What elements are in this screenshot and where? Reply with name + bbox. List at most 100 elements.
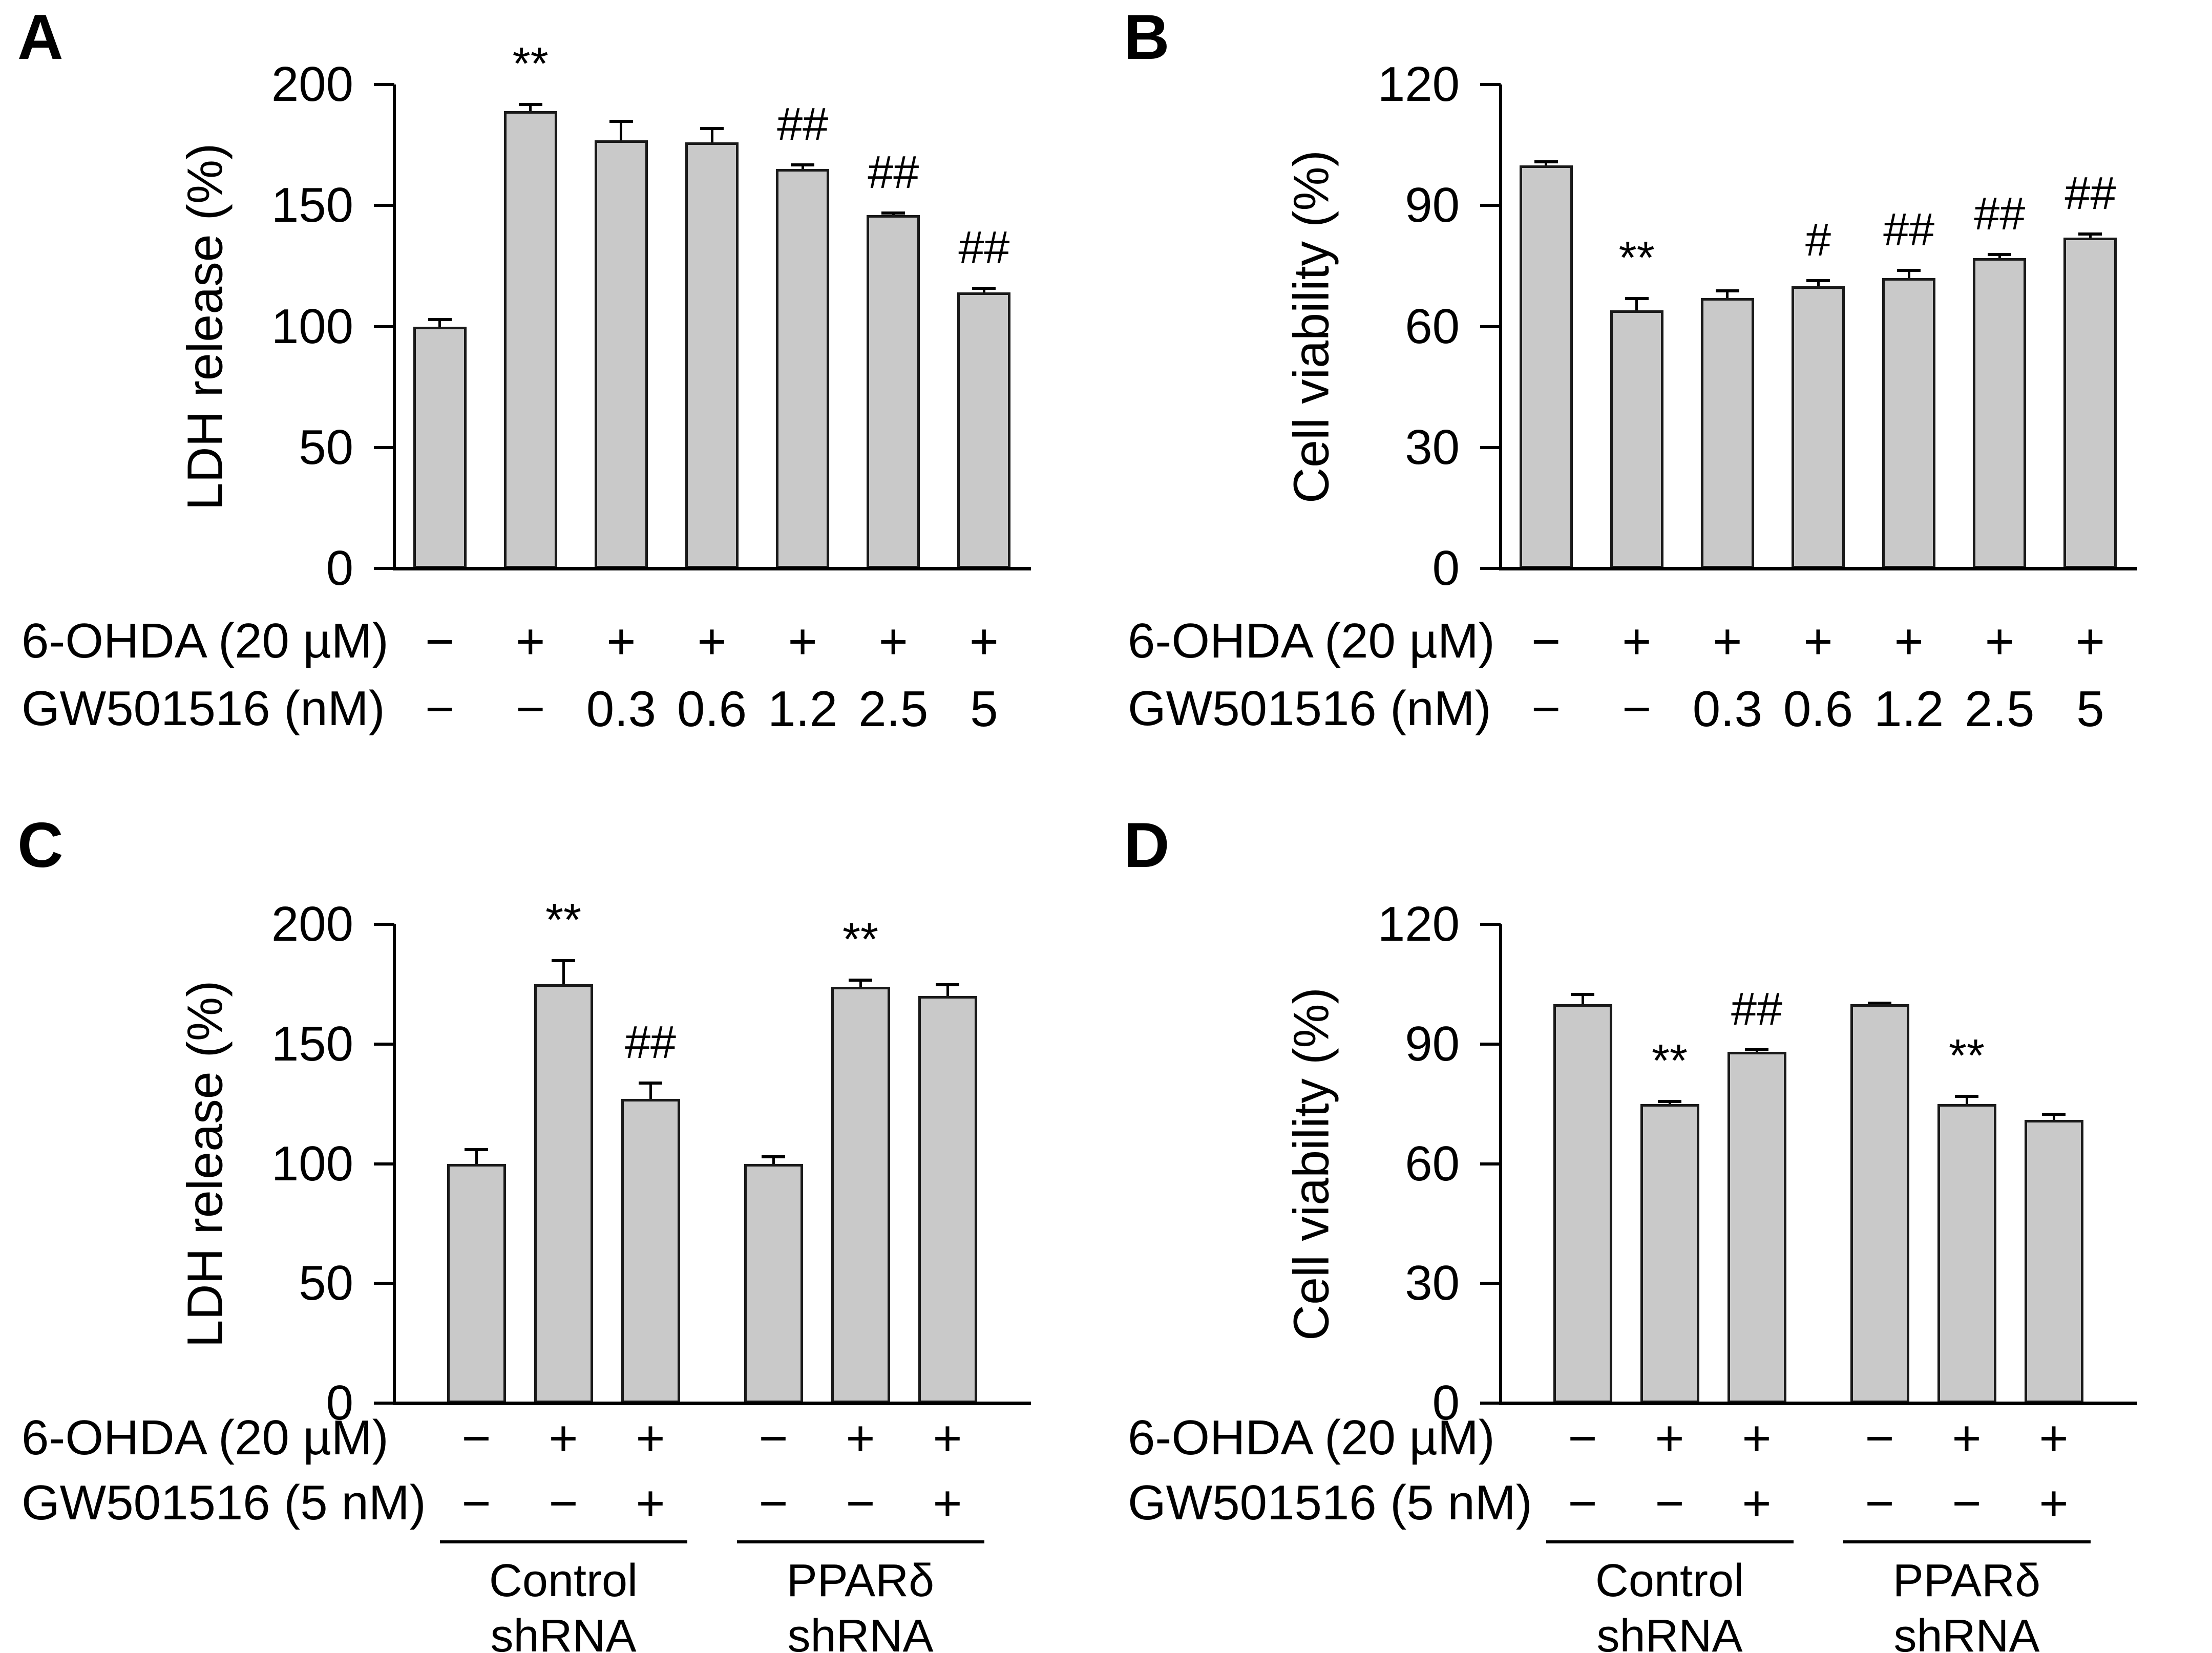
group-label-line2: shRNA bbox=[490, 1610, 637, 1653]
treatment-cell: 2.5 bbox=[1965, 681, 2035, 737]
treatment-cell: + bbox=[933, 1410, 962, 1466]
error-bar bbox=[1635, 298, 1638, 315]
treatment-cell: + bbox=[636, 1475, 665, 1531]
y-tick bbox=[1480, 1282, 1501, 1285]
error-bar-cap bbox=[552, 959, 575, 963]
error-bar bbox=[1817, 280, 1820, 291]
y-tick-label: 30 bbox=[1405, 419, 1460, 475]
significance-marker: ## bbox=[1883, 204, 1935, 256]
error-bar-cap bbox=[2078, 232, 2102, 236]
treatment-cell: − bbox=[1568, 1410, 1597, 1466]
treatment-cell: + bbox=[636, 1410, 665, 1466]
error-bar-cap bbox=[428, 318, 452, 322]
treatment-cell: − bbox=[461, 1410, 491, 1466]
treatment-cell: 2.5 bbox=[858, 681, 929, 737]
treatment-cell: 0.3 bbox=[1692, 681, 1762, 737]
y-axis-line bbox=[393, 84, 396, 570]
y-tick bbox=[1480, 567, 1501, 570]
treatment-row-label: 6-OHDA (20 µM) bbox=[1128, 1410, 1495, 1465]
y-tick-label: 50 bbox=[299, 419, 353, 475]
group-label-line1: PPARδ bbox=[786, 1555, 935, 1606]
y-axis-line bbox=[1499, 924, 1502, 1405]
bar bbox=[867, 215, 920, 568]
bar bbox=[534, 984, 593, 1403]
group-line bbox=[1843, 1540, 2091, 1543]
significance-marker: ## bbox=[958, 222, 1010, 273]
bar bbox=[1792, 286, 1845, 568]
treatment-cell: + bbox=[846, 1410, 875, 1466]
treatment-cell: − bbox=[1655, 1475, 1684, 1531]
bar bbox=[1640, 1104, 1699, 1403]
y-tick-label: 90 bbox=[1405, 178, 1460, 233]
bar bbox=[831, 986, 890, 1403]
error-bar-cap bbox=[762, 1155, 785, 1159]
treatment-cell: 5 bbox=[970, 681, 998, 737]
error-bar-cap bbox=[2042, 1113, 2066, 1116]
y-tick-label: 150 bbox=[271, 178, 353, 233]
treatment-cell: + bbox=[933, 1475, 962, 1531]
y-tick bbox=[374, 567, 394, 570]
significance-marker: ## bbox=[868, 147, 919, 199]
group-label-line1: Control bbox=[489, 1555, 638, 1606]
treatment-cell: − bbox=[1865, 1410, 1894, 1466]
panel-a: A LDH release (%) 200 150 100 50 0 ** ## ## ## 6-… bbox=[0, 0, 1106, 799]
y-tick-label: 120 bbox=[1377, 57, 1460, 112]
bar bbox=[1850, 1004, 1909, 1403]
treatment-cell: + bbox=[697, 613, 727, 669]
y-tick bbox=[1480, 204, 1501, 207]
y-tick-label: 120 bbox=[1377, 897, 1460, 951]
treatment-cell: − bbox=[759, 1475, 788, 1531]
error-bar bbox=[529, 103, 532, 116]
treatment-row-label: 6-OHDA (20 µM) bbox=[22, 1410, 389, 1465]
y-tick bbox=[374, 1162, 394, 1165]
error-bar-cap bbox=[791, 163, 815, 166]
error-bar bbox=[946, 984, 949, 1002]
bar bbox=[685, 142, 739, 568]
treatment-cell: + bbox=[1713, 613, 1742, 669]
treatment-cell: + bbox=[1985, 613, 2014, 669]
bar bbox=[776, 169, 830, 568]
error-bar-cap bbox=[1571, 993, 1594, 997]
treatment-cell: + bbox=[2039, 1410, 2069, 1466]
y-tick-label: 150 bbox=[271, 1016, 353, 1071]
treatment-row-label: GW501516 (5 nM) bbox=[22, 1475, 426, 1530]
bar bbox=[1553, 1004, 1612, 1403]
x-axis-line bbox=[393, 1402, 1031, 1405]
panel-c: C LDH release (%) 200 150 100 50 0 ** ## ** 6-OH… bbox=[0, 799, 1106, 1653]
treatment-cell: + bbox=[516, 613, 545, 669]
treatment-cell: − bbox=[1622, 681, 1652, 737]
y-tick-label: 60 bbox=[1405, 1136, 1460, 1191]
y-tick-label: 0 bbox=[326, 1375, 353, 1430]
error-bar bbox=[772, 1156, 775, 1169]
treatment-cell: + bbox=[878, 613, 908, 669]
significance-marker: # bbox=[1805, 214, 1831, 266]
treatment-cell: + bbox=[1894, 613, 1924, 669]
y-tick bbox=[374, 325, 394, 328]
treatment-cell: + bbox=[2039, 1475, 2069, 1531]
treatment-cell: + bbox=[969, 613, 999, 669]
y-tick bbox=[374, 923, 394, 926]
bar bbox=[1610, 310, 1663, 568]
y-tick bbox=[1480, 923, 1501, 926]
error-bar-cap bbox=[1715, 289, 1739, 292]
bar bbox=[1973, 258, 2027, 568]
panel-b-letter: B bbox=[1124, 2, 1170, 73]
bar bbox=[621, 1099, 680, 1403]
error-bar-cap bbox=[936, 983, 959, 986]
error-bar-cap bbox=[1745, 1048, 1768, 1051]
significance-marker: ** bbox=[1651, 1035, 1688, 1087]
error-bar bbox=[2052, 1114, 2055, 1125]
panel-d: D Cell viability (%) 120 90 60 30 0 ** ## ** 6-O… bbox=[1106, 799, 2212, 1653]
y-tick bbox=[374, 446, 394, 449]
treatment-cell: − bbox=[461, 1475, 491, 1531]
y-axis-line bbox=[393, 924, 396, 1405]
panel-b: B Cell viability (%) 120 90 60 30 0 ** # ## ## ##… bbox=[1106, 0, 2212, 799]
y-tick-label: 100 bbox=[271, 299, 353, 354]
error-bar bbox=[1907, 270, 1910, 283]
bar bbox=[2024, 1119, 2083, 1403]
y-tick bbox=[374, 1042, 394, 1046]
y-tick-label: 200 bbox=[271, 897, 353, 951]
treatment-cell: 0.6 bbox=[1783, 681, 1853, 737]
significance-marker: ** bbox=[512, 38, 549, 90]
